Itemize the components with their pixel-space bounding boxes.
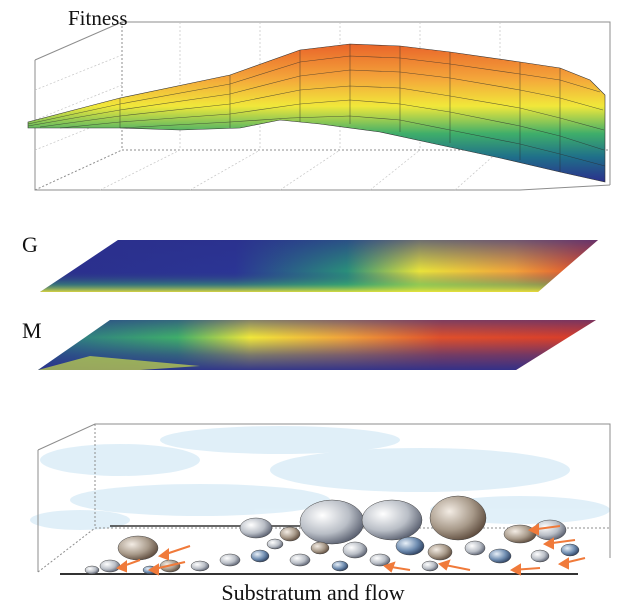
fitness-surface-panel xyxy=(27,21,611,191)
fitness-label: Fitness xyxy=(68,6,128,30)
substratum-panel xyxy=(30,423,611,576)
g-label: G xyxy=(22,232,38,257)
m-label: M xyxy=(22,318,42,343)
fitness-mesh xyxy=(27,44,606,172)
g-plane-panel xyxy=(40,240,598,292)
m-plane-panel xyxy=(38,320,596,370)
flow-arrow-icon xyxy=(157,545,191,561)
fitness-surface xyxy=(27,43,606,183)
pebble-icon xyxy=(299,499,365,545)
substratum-caption: Substratum and flow xyxy=(221,580,405,605)
pebble-bed xyxy=(84,495,580,575)
flow-arrows xyxy=(115,523,586,576)
